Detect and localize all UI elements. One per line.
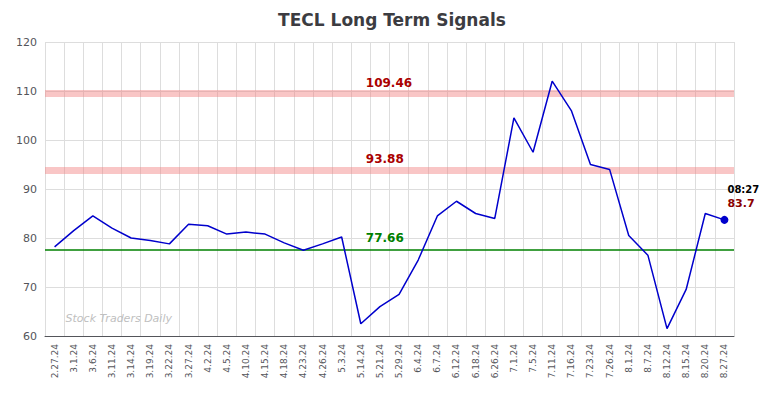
svg-text:4.10.24: 4.10.24 <box>241 344 251 379</box>
svg-text:6.18.24: 6.18.24 <box>471 344 481 379</box>
svg-text:08:27: 08:27 <box>727 184 759 195</box>
svg-text:6.7.24: 6.7.24 <box>432 344 442 373</box>
svg-text:TECL Long Term Signals: TECL Long Term Signals <box>278 10 506 30</box>
svg-text:8.1.24: 8.1.24 <box>624 344 634 373</box>
svg-text:6.4.24: 6.4.24 <box>413 344 423 373</box>
svg-text:4.15.24: 4.15.24 <box>260 344 270 379</box>
svg-text:109.46: 109.46 <box>366 76 412 90</box>
svg-text:7.16.24: 7.16.24 <box>566 344 576 379</box>
svg-text:6.26.24: 6.26.24 <box>490 344 500 379</box>
svg-text:4.2.24: 4.2.24 <box>203 344 213 373</box>
svg-text:3.22.24: 3.22.24 <box>164 344 174 379</box>
svg-text:8.12.24: 8.12.24 <box>662 344 672 379</box>
svg-text:93.88: 93.88 <box>366 152 404 166</box>
svg-text:5.29.24: 5.29.24 <box>394 344 404 379</box>
svg-text:3.27.24: 3.27.24 <box>184 344 194 379</box>
svg-text:60: 60 <box>23 330 37 343</box>
svg-text:7.23.24: 7.23.24 <box>585 344 595 379</box>
svg-text:7.5.24: 7.5.24 <box>528 344 538 373</box>
svg-text:100: 100 <box>16 134 37 147</box>
svg-text:7.1.24: 7.1.24 <box>509 344 519 373</box>
svg-text:70: 70 <box>23 281 37 294</box>
svg-text:2.27.24: 2.27.24 <box>50 344 60 379</box>
svg-text:4.18.24: 4.18.24 <box>279 344 289 379</box>
svg-text:6.12.24: 6.12.24 <box>451 344 461 379</box>
svg-text:4.23.24: 4.23.24 <box>298 344 308 379</box>
svg-text:5.3.24: 5.3.24 <box>337 344 347 373</box>
svg-text:Stock Traders Daily: Stock Traders Daily <box>66 312 173 325</box>
svg-text:3.1.24: 3.1.24 <box>69 344 79 373</box>
svg-text:4.5.24: 4.5.24 <box>222 344 232 373</box>
svg-text:3.6.24: 3.6.24 <box>88 344 98 373</box>
svg-text:3.19.24: 3.19.24 <box>145 344 155 379</box>
svg-text:7.11.24: 7.11.24 <box>547 344 557 379</box>
svg-text:8.27.24: 8.27.24 <box>719 344 729 379</box>
svg-text:80: 80 <box>23 232 37 245</box>
svg-text:110: 110 <box>16 85 37 98</box>
svg-text:3.14.24: 3.14.24 <box>126 344 136 379</box>
svg-text:77.66: 77.66 <box>366 231 404 245</box>
svg-text:4.26.24: 4.26.24 <box>318 344 328 379</box>
svg-text:8.7.24: 8.7.24 <box>643 344 653 373</box>
svg-text:3.11.24: 3.11.24 <box>107 344 117 379</box>
svg-text:8.15.24: 8.15.24 <box>681 344 691 379</box>
svg-text:8.20.24: 8.20.24 <box>700 344 710 379</box>
svg-text:7.26.24: 7.26.24 <box>605 344 615 379</box>
svg-text:90: 90 <box>23 183 37 196</box>
svg-text:5.21.24: 5.21.24 <box>375 344 385 379</box>
svg-text:83.7: 83.7 <box>727 197 754 210</box>
svg-text:120: 120 <box>16 36 37 49</box>
svg-text:5.14.24: 5.14.24 <box>356 344 366 379</box>
